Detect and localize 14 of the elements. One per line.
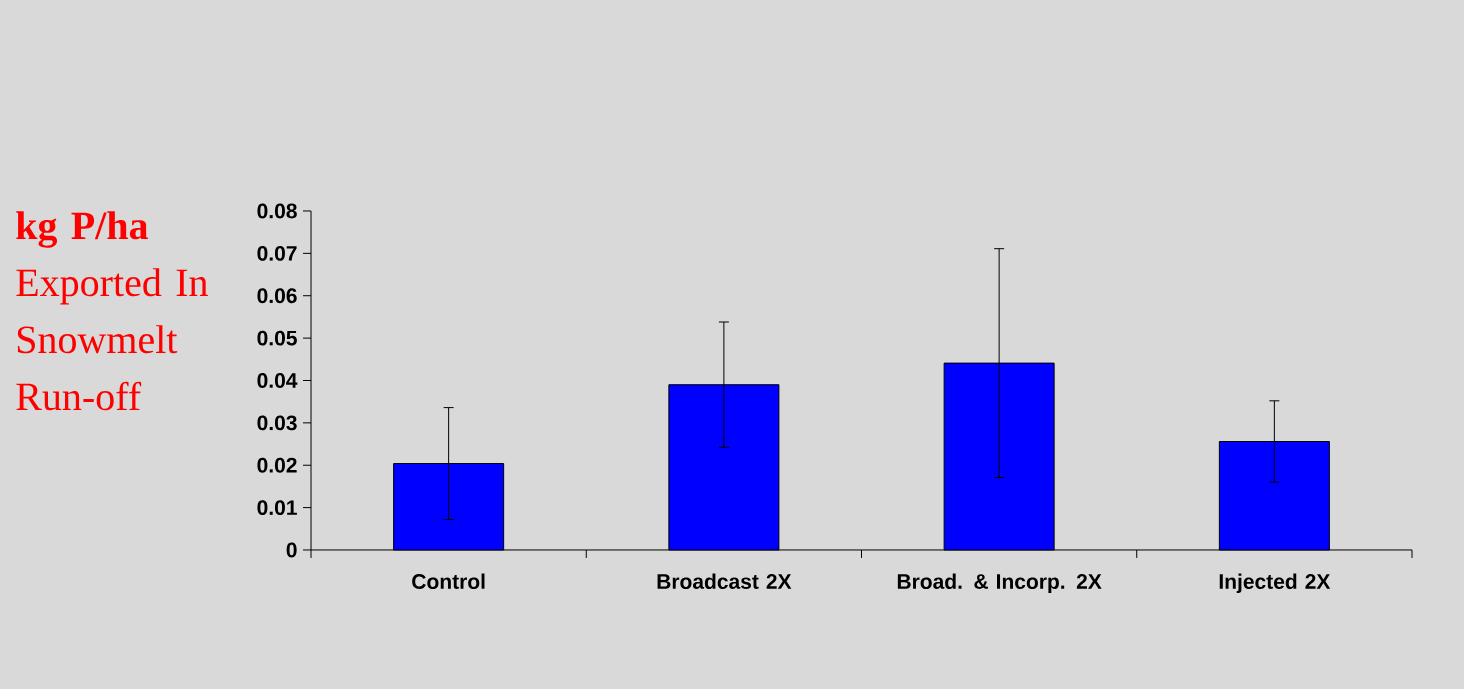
x-tick-label: Broad. & Incorp. 2X (897, 573, 1102, 594)
x-tick-label: Injected 2X (1219, 573, 1331, 594)
y-tick-label: 0.02 (257, 457, 297, 473)
y-tick-label: 0.03 (257, 415, 297, 431)
y-tick-label: 0.05 (257, 330, 297, 346)
y-tick-label: 0.08 (257, 203, 297, 219)
x-tick-label: Broadcast 2X (657, 573, 792, 589)
y-tick-label: 0.04 (257, 373, 298, 388)
y-tick-label: 0 (286, 542, 297, 558)
y-tick-label: 0.06 (257, 288, 297, 304)
y-tick-label: 0.01 (257, 500, 297, 516)
y-axis-title: kg P/ha Exported In Snowmelt Run-off (16, 211, 208, 411)
x-tick-label: Control (412, 573, 485, 589)
y-tick-label: 0.07 (257, 245, 297, 261)
